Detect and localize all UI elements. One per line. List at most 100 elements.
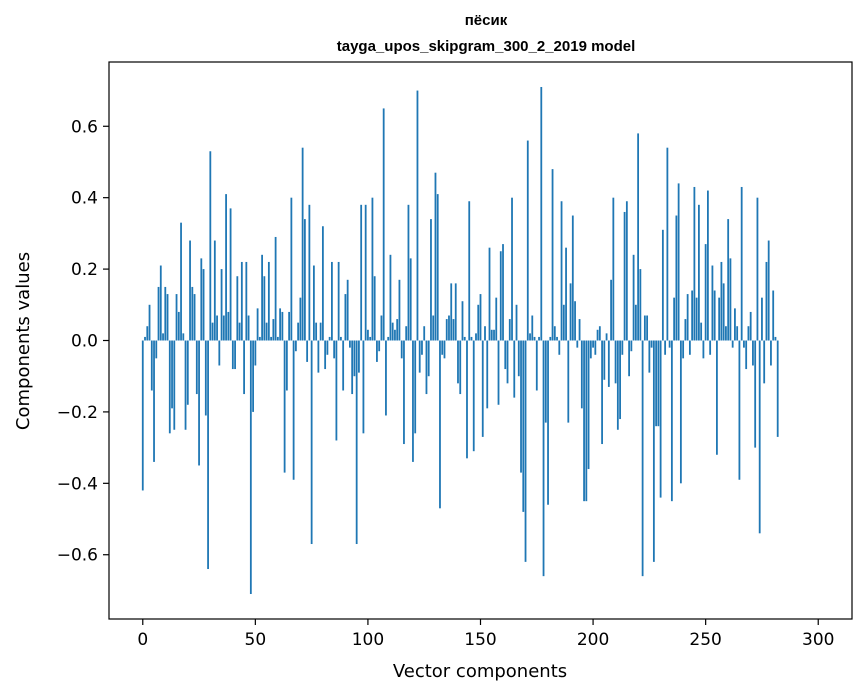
bar — [403, 340, 405, 445]
bar — [245, 261, 248, 341]
x-tick-label: 250 — [689, 630, 721, 650]
bar — [477, 304, 480, 341]
bar — [650, 340, 653, 348]
bar — [207, 340, 209, 570]
bar — [155, 340, 158, 359]
bar — [448, 315, 450, 341]
bar — [700, 322, 703, 341]
bar — [761, 297, 763, 341]
bar — [623, 211, 626, 341]
bar — [236, 276, 239, 341]
bar — [409, 258, 412, 341]
bar — [713, 290, 716, 341]
bar — [290, 197, 293, 341]
bar — [580, 340, 583, 409]
bar — [261, 254, 263, 341]
bar — [191, 286, 194, 341]
bar — [664, 340, 667, 355]
bar — [218, 340, 221, 366]
bar — [346, 279, 349, 341]
bar — [333, 340, 336, 359]
bar — [144, 336, 146, 341]
bar — [240, 261, 243, 341]
y-tick-label: 0.2 — [71, 260, 98, 280]
bar — [535, 340, 538, 391]
bar — [463, 336, 466, 341]
bar — [558, 340, 561, 355]
bar — [222, 315, 225, 341]
bar — [308, 204, 311, 341]
bar — [398, 279, 401, 341]
bar — [254, 340, 257, 366]
bar — [227, 311, 230, 341]
y-axis-ticks: −0.6 −0.4 −0.2 0.0 0.2 0.4 0.6 — [57, 117, 109, 566]
bar — [643, 315, 646, 341]
bar — [763, 340, 766, 384]
bar — [292, 340, 295, 480]
bar — [661, 229, 664, 341]
bar — [441, 340, 444, 355]
chart-title: пёсик — [465, 12, 508, 29]
bar — [495, 297, 498, 341]
bar — [668, 340, 671, 348]
bar — [432, 315, 435, 341]
bar — [445, 319, 448, 341]
bar — [538, 336, 540, 341]
bar — [479, 294, 482, 341]
bar — [351, 340, 354, 395]
bar — [299, 297, 302, 341]
bar — [515, 304, 518, 341]
bar — [423, 326, 426, 341]
bar — [747, 326, 750, 341]
bar — [693, 186, 696, 341]
bar — [297, 322, 300, 341]
bar — [180, 222, 182, 341]
bar — [283, 340, 286, 473]
bar — [157, 286, 160, 341]
bar — [439, 340, 441, 509]
bar — [634, 304, 637, 341]
bar — [234, 340, 236, 370]
bar — [646, 315, 649, 341]
bar — [549, 336, 552, 341]
bar — [607, 340, 610, 387]
bar — [249, 340, 252, 595]
y-tick-label: −0.4 — [57, 474, 98, 494]
bar — [306, 340, 309, 362]
bar — [499, 251, 502, 341]
bar — [666, 147, 669, 341]
bar — [740, 186, 743, 341]
bar — [378, 340, 381, 352]
bar — [468, 201, 471, 341]
bar — [141, 340, 144, 491]
bar — [553, 326, 556, 341]
bar — [488, 247, 491, 341]
bar — [481, 340, 484, 437]
bar — [281, 311, 284, 341]
bar — [544, 340, 547, 423]
bar — [461, 301, 464, 341]
bar — [772, 290, 775, 341]
bar — [195, 340, 198, 395]
bar — [337, 261, 340, 341]
chart-subtitle: tayga_upos_skipgram_300_2_2019 model — [337, 38, 636, 55]
bar — [619, 340, 621, 420]
bar — [707, 190, 709, 341]
bar — [146, 326, 149, 341]
bar — [321, 226, 324, 341]
bar — [565, 247, 567, 341]
bar — [770, 340, 772, 366]
bar — [493, 329, 495, 341]
bar — [349, 340, 351, 348]
bar — [407, 204, 410, 341]
bar — [657, 340, 660, 427]
bar — [637, 133, 640, 341]
bar — [470, 336, 473, 341]
bar — [688, 340, 691, 355]
bar — [303, 219, 306, 341]
bar — [459, 340, 462, 395]
x-axis-ticks: 0 50 100 150 200 250 300 — [137, 619, 834, 650]
bar — [310, 340, 313, 545]
bar — [405, 326, 408, 341]
